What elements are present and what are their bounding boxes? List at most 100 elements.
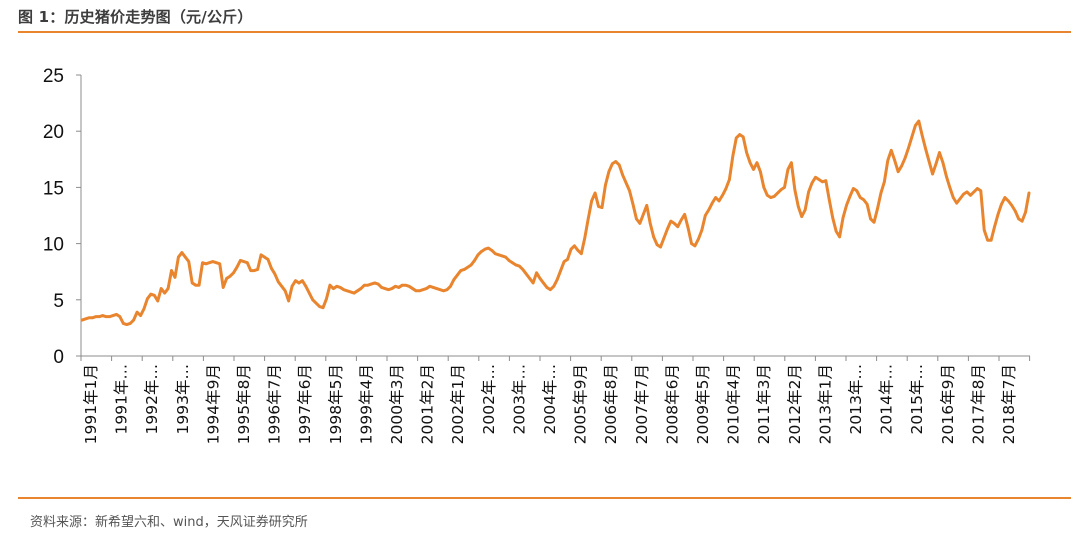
data-point (734, 136, 738, 140)
data-point (132, 318, 135, 322)
data-point (184, 255, 187, 259)
data-point (648, 222, 652, 225)
data-point (425, 287, 428, 290)
data-point (765, 193, 769, 197)
data-point (790, 161, 793, 164)
data-point (941, 161, 945, 164)
data-point (690, 242, 693, 245)
data-point (1010, 204, 1014, 207)
data-point (796, 205, 800, 208)
x-tick-label: 2002年… (480, 364, 498, 434)
top-rule (18, 31, 1071, 33)
x-tick-label: 2007年7月 (633, 364, 651, 444)
data-point (728, 178, 731, 181)
data-point (745, 151, 748, 154)
data-point (387, 288, 390, 291)
data-point (900, 164, 903, 168)
data-point (259, 253, 263, 257)
data-point (614, 160, 618, 163)
data-point (311, 298, 315, 302)
data-point (621, 173, 624, 177)
data-point (524, 272, 528, 276)
data-point (569, 247, 573, 251)
data-point (325, 297, 328, 300)
data-point (431, 286, 435, 289)
data-point (759, 170, 762, 173)
data-point (845, 204, 848, 207)
data-point (752, 168, 755, 171)
data-point (669, 219, 673, 223)
data-point (1027, 191, 1031, 195)
data-point (504, 255, 507, 259)
price-line-chart: 0 5 10 15 20 25 1991年1月 1991年… 1992年… 1993年… 1994… (43, 66, 1031, 444)
data-point (190, 281, 194, 285)
data-point (824, 179, 828, 182)
data-point (552, 285, 556, 288)
data-point (590, 199, 593, 203)
data-point (927, 160, 931, 163)
data-point (693, 244, 697, 248)
data-point (359, 287, 363, 290)
data-point (514, 263, 518, 267)
x-tick-label: 2006年8月 (602, 364, 620, 444)
data-point (535, 271, 538, 275)
data-point (194, 283, 197, 287)
data-point (965, 190, 969, 194)
data-point (480, 250, 483, 253)
data-point (338, 286, 342, 289)
data-point (390, 287, 394, 290)
x-tick-label: 1998年5月 (327, 364, 345, 444)
data-point (280, 285, 284, 288)
data-point (617, 163, 621, 167)
data-point (225, 277, 228, 280)
data-point (841, 216, 845, 220)
data-point (245, 261, 249, 265)
data-point (869, 217, 872, 221)
data-point (414, 289, 418, 293)
data-point (855, 189, 859, 193)
data-point (955, 201, 958, 205)
y-tick-label: 5 (53, 291, 64, 312)
data-point (314, 301, 318, 305)
data-point (153, 294, 156, 297)
data-point (301, 279, 304, 282)
data-point (982, 228, 986, 232)
data-point (642, 213, 645, 216)
data-point (666, 227, 669, 231)
data-point (1003, 196, 1007, 199)
data-point (235, 265, 239, 269)
data-point (583, 236, 587, 240)
x-tick-label: 1992年… (143, 364, 161, 434)
data-point (862, 198, 866, 202)
data-point (173, 276, 177, 279)
data-point (555, 278, 559, 281)
data-point (748, 161, 752, 164)
y-tick-label: 20 (43, 122, 64, 143)
data-point (466, 265, 469, 269)
data-point (755, 161, 759, 164)
data-point (920, 134, 924, 137)
data-point (307, 291, 311, 295)
data-point (903, 156, 907, 160)
y-tick-label: 10 (43, 235, 64, 256)
data-point (528, 277, 531, 280)
data-point (848, 195, 852, 198)
data-point (576, 249, 580, 252)
data-point (404, 283, 408, 287)
data-point (91, 316, 94, 320)
data-point (483, 247, 487, 251)
data-point (518, 264, 521, 268)
data-point (604, 183, 607, 187)
data-point (108, 315, 111, 318)
data-point (700, 228, 704, 232)
data-point (397, 286, 401, 289)
x-tick-label: 2008年6月 (663, 364, 681, 444)
data-point (428, 285, 432, 288)
x-tick-label: 2011年3月 (755, 364, 773, 444)
data-point (211, 260, 215, 263)
data-point (369, 282, 373, 286)
data-point (545, 286, 549, 289)
data-point (118, 315, 122, 318)
series-line (80, 119, 1031, 327)
data-point (352, 291, 356, 295)
